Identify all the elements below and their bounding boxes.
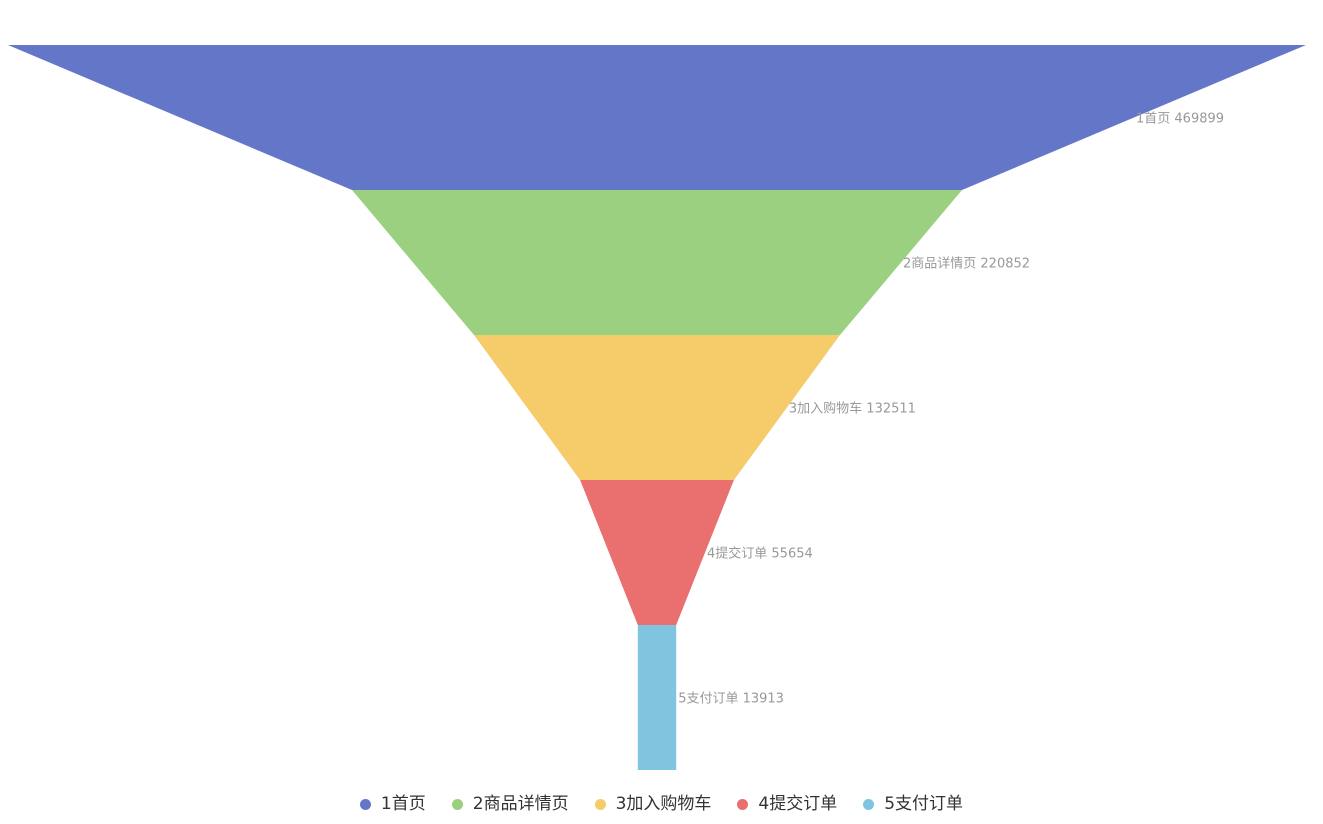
legend-dot-icon [594,798,606,810]
funnel-label-2: 2商品详情页 220852 [903,257,1030,272]
legend-item-2[interactable]: 2商品详情页 [451,793,569,814]
funnel-plot: 1首页 469899 2商品详情页 220852 3加入购物车 132511 4提交订… [8,45,1306,770]
funnel-label-4: 4提交订单 55654 [707,546,813,562]
funnel-segment-1[interactable] [8,45,1306,190]
legend-item-4[interactable]: 4提交订单 [737,793,838,814]
legend-label: 2商品详情页 [472,793,569,814]
legend-dot-icon [451,798,463,810]
legend-dot-icon [863,798,875,810]
funnel-segment-2[interactable] [352,190,962,335]
legend-item-1[interactable]: 1首页 [359,793,426,814]
legend-dot-icon [359,798,371,810]
funnel-label-5: 5支付订单 13913 [678,692,784,707]
legend-item-5[interactable]: 5支付订单 [863,793,964,814]
legend-label: 4提交订单 [758,793,838,814]
legend-label: 3加入购物车 [615,793,712,814]
legend-item-3[interactable]: 3加入购物车 [594,793,712,814]
legend-label: 5支付订单 [884,793,964,814]
funnel-segment-5[interactable] [637,625,677,770]
legend: 1首页 2商品详情页 3加入购物车 4提交订单 5支付订单 [0,789,1323,819]
funnel-label-3: 3加入购物车 132511 [789,401,916,417]
legend-dot-icon [737,798,749,810]
funnel-label-1: 1首页 469899 [1136,112,1224,127]
funnel-segment-3[interactable] [474,335,840,480]
funnel-segment-4[interactable] [580,480,734,625]
legend-label: 1首页 [380,793,426,814]
